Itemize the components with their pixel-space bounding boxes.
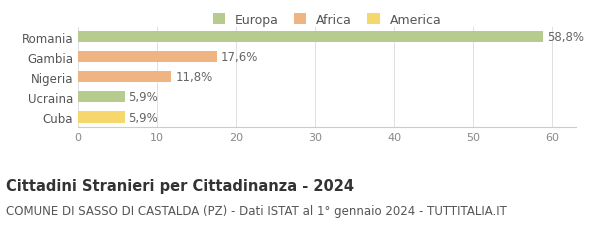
Bar [78,72,171,83]
Legend: Europa, Africa, America: Europa, Africa, America [212,14,442,27]
Text: 58,8%: 58,8% [547,31,584,44]
Bar [78,92,125,103]
Text: Cittadini Stranieri per Cittadinanza - 2024: Cittadini Stranieri per Cittadinanza - 2… [6,179,354,194]
Text: 5,9%: 5,9% [128,111,158,124]
Text: COMUNE DI SASSO DI CASTALDA (PZ) - Dati ISTAT al 1° gennaio 2024 - TUTTITALIA.IT: COMUNE DI SASSO DI CASTALDA (PZ) - Dati … [6,204,507,217]
Bar [78,112,125,123]
Bar [78,32,543,43]
Text: 5,9%: 5,9% [128,91,158,104]
Bar [78,52,217,63]
Text: 17,6%: 17,6% [221,51,259,64]
Text: 11,8%: 11,8% [175,71,212,84]
